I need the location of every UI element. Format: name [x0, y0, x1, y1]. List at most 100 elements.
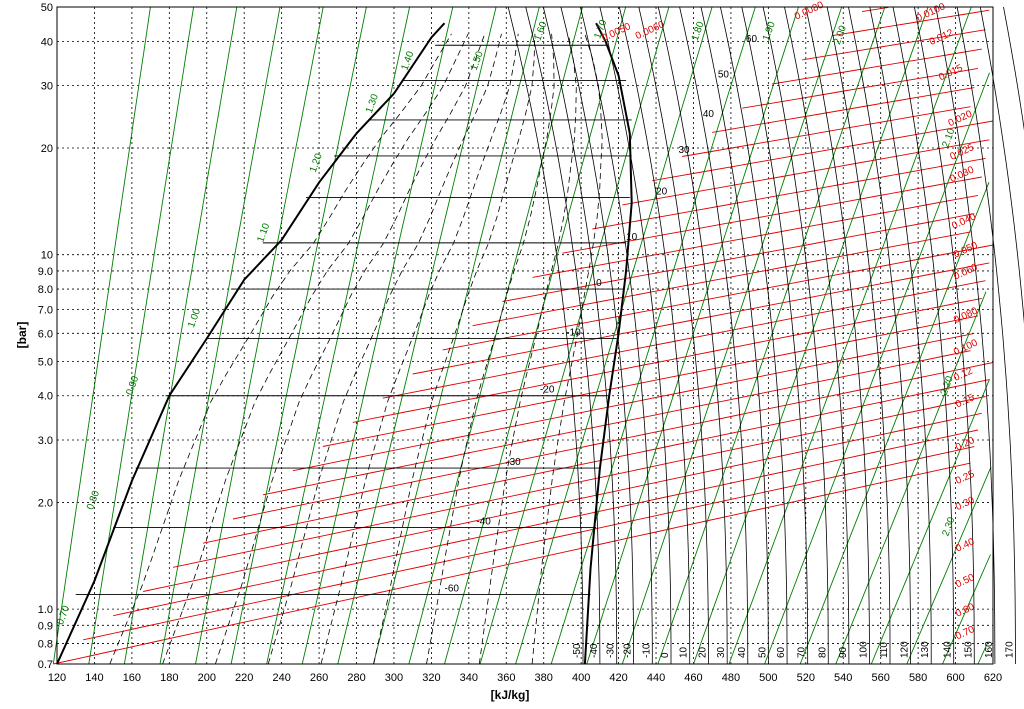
superheat-isotherm-label: 120 — [900, 641, 911, 658]
x-tick-label: 340 — [460, 672, 478, 684]
isochore-label: 0.0060 — [634, 19, 667, 42]
isochore-label: 0.030 — [948, 164, 976, 185]
superheat-isotherm-label: 170 — [1004, 641, 1015, 658]
saturated-vapor-line — [585, 23, 632, 664]
x-tick-label: 600 — [946, 672, 964, 684]
superheat-isotherm-label: 100 — [858, 641, 869, 658]
superheat-isotherm-label: 150 — [963, 641, 974, 658]
x-tick-label: 240 — [272, 672, 290, 684]
superheat-isotherm-label: 20 — [697, 646, 708, 658]
superheat-isotherm-label: 70 — [797, 646, 808, 658]
isochore-line — [712, 88, 974, 133]
isochore-label: 0.050 — [952, 240, 980, 261]
x-axis-title: [kJ/kg] — [491, 688, 530, 702]
grid-lines — [57, 7, 993, 664]
x-tick-label: 420 — [609, 672, 627, 684]
isentrope-line — [907, 467, 991, 664]
x-tick-label: 460 — [684, 672, 702, 684]
superheat-isotherm-line — [980, 7, 1024, 664]
isentrope-line — [338, 7, 496, 664]
x-tick-label: 620 — [984, 672, 1002, 684]
isentrope-label: 2.30 — [941, 515, 958, 537]
superheat-isotherm-label: 30 — [716, 646, 727, 658]
isentrope-line — [729, 7, 971, 664]
isotherm-label: 40 — [703, 109, 715, 120]
isotherm-label: -10 — [566, 328, 581, 339]
y-axis-title: [bar] — [15, 322, 29, 349]
isentrope-label: 1.40 — [400, 50, 417, 72]
isotherm-label: -30 — [506, 457, 521, 468]
superheat-isotherm-label: 110 — [879, 642, 890, 658]
isentrope-line — [658, 7, 885, 664]
isochore-label: 0.040 — [950, 211, 978, 232]
superheat-isotherm-line — [526, 7, 600, 664]
quality-line — [479, 34, 576, 664]
isochore-label: 0.080 — [952, 305, 980, 326]
plot-frame — [57, 7, 993, 664]
superheat-isotherm-label: 50 — [757, 646, 768, 658]
isentrope-label: 1.80 — [690, 20, 707, 42]
y-tick-label: 10 — [41, 250, 53, 262]
x-tick-label: 260 — [310, 672, 328, 684]
isochore-line — [622, 140, 989, 205]
isochore-label: 0.015 — [937, 63, 965, 84]
y-tick-label: 6.0 — [38, 328, 53, 340]
y-tick-label: 0.8 — [38, 638, 53, 650]
superheat-isotherm-label: -40 — [589, 643, 600, 658]
isentrope-lines — [53, 7, 991, 664]
quality-line — [321, 34, 518, 664]
y-tick-label: 0.9 — [38, 620, 53, 632]
isochore-line — [323, 316, 978, 447]
x-tick-label: 400 — [572, 672, 590, 684]
isochore-line — [592, 158, 985, 229]
superheat-isotherm-line — [639, 7, 709, 664]
isentrope-label: 0.80 — [85, 489, 102, 511]
y-tick-label: 5.0 — [38, 356, 53, 368]
y-tick-label: 7.0 — [38, 305, 53, 317]
x-tick-label: 500 — [759, 672, 777, 684]
isentrope-line — [694, 7, 929, 664]
isotherm-label: -60 — [445, 583, 460, 594]
superheat-isotherm-line — [680, 7, 748, 664]
x-tick-label: 200 — [198, 672, 216, 684]
y-tick-label: 4.0 — [38, 391, 53, 403]
isochore-line — [802, 30, 985, 60]
isochore-line — [383, 281, 986, 399]
isochore-label: 0.30 — [954, 495, 977, 513]
isochore-line — [503, 214, 975, 302]
isotherm-label: 20 — [656, 187, 668, 198]
x-tick-label: 160 — [123, 672, 141, 684]
superheat-isotherm-line — [742, 7, 808, 664]
x-tick-label: 520 — [797, 672, 815, 684]
x-tick-label: 580 — [909, 672, 927, 684]
isochore-lines — [53, 7, 993, 664]
superheat-isotherm-label: -50 — [572, 643, 583, 658]
superheat-isotherm-line — [893, 7, 954, 664]
isentrope-label: 2.20 — [939, 374, 956, 396]
y-tick-label: 1.0 — [38, 604, 53, 616]
isentrope-line — [196, 7, 324, 664]
quality-line — [163, 34, 469, 664]
y-tick-label: 50 — [41, 2, 53, 14]
isochore-label: 0.15 — [954, 392, 977, 410]
isotherm-label: 0 — [596, 278, 602, 289]
isotherm-label: 30 — [679, 145, 691, 156]
isochore-line — [293, 333, 974, 470]
superheat-isotherm-label: 0 — [660, 652, 671, 658]
x-tick-label: 560 — [872, 672, 890, 684]
superheat-isotherm-label: -30 — [606, 643, 617, 658]
isochore-label: 0.20 — [954, 435, 977, 453]
quality-line — [215, 34, 484, 664]
isentrope-line — [53, 7, 150, 664]
isentrope-label: 0.70 — [55, 604, 72, 626]
isentrope-label: 1.10 — [255, 221, 272, 243]
isotherm-label: 60 — [746, 34, 758, 45]
superheat-isotherm-line — [1004, 7, 1024, 664]
isentrope-line — [516, 7, 713, 664]
isotherm-label: 10 — [626, 232, 638, 243]
isotherm-label: -20 — [540, 385, 555, 396]
isotherm-label: -40 — [476, 516, 491, 527]
quality-lines — [110, 34, 602, 664]
y-tick-label: 3.0 — [38, 435, 53, 447]
